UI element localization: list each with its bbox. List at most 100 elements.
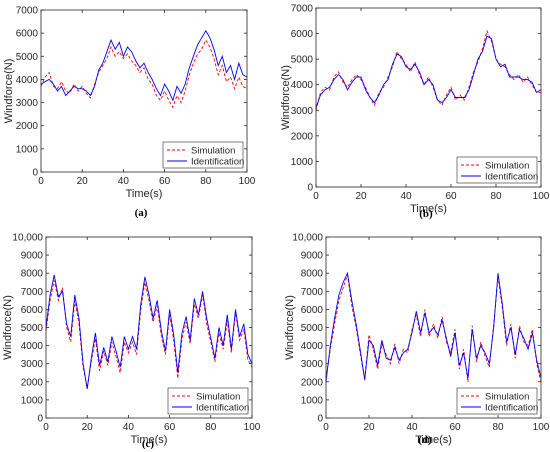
chart-panel-3: 0 20 40 60 80 1000100020003000400050006000700… xyxy=(2,233,261,451)
y-tick-label: 3000 xyxy=(16,98,39,109)
y-tick-label: 4000 xyxy=(21,341,44,352)
y-tick-label: 2000 xyxy=(301,377,324,388)
y-tick-label: 9000 xyxy=(21,251,44,262)
panel-caption: (b) xyxy=(419,208,433,220)
y-tick-label: 9000 xyxy=(301,251,324,262)
series-line-identification xyxy=(325,271,542,382)
y-axis-label: Windforce(N) xyxy=(3,59,15,124)
panel-caption: (a) xyxy=(135,207,148,219)
x-tick-label: 100 xyxy=(239,176,256,187)
legend-label-simulation: Simulation xyxy=(191,146,235,157)
x-tick-label: 20 xyxy=(82,422,94,433)
y-tick-label: 4000 xyxy=(291,80,314,91)
x-tick-label: 60 xyxy=(159,176,171,187)
y-tick-label: 0 xyxy=(317,414,323,425)
series-line-identification xyxy=(315,35,542,108)
legend-label-simulation: Simulation xyxy=(485,392,529,403)
x-tick-label: 40 xyxy=(118,176,130,187)
y-tick-label: 1000 xyxy=(21,395,44,406)
x-tick-label: 40 xyxy=(400,191,412,202)
y-tick-label: 0 xyxy=(37,414,43,425)
y-tick-label: 7000 xyxy=(301,287,324,298)
x-tick-label: 0 xyxy=(38,176,44,187)
y-tick-label: 5000 xyxy=(301,323,324,334)
panel-caption: (d) xyxy=(418,434,432,446)
y-tick-label: 0 xyxy=(32,168,38,179)
y-tick-label: 0 xyxy=(307,183,313,194)
legend-label-identification: Identification xyxy=(196,403,249,414)
x-tick-label: 80 xyxy=(492,422,504,433)
x-tick-label: 40 xyxy=(406,422,418,433)
x-tick-label: 0 xyxy=(323,422,329,433)
x-tick-label: 20 xyxy=(77,176,89,187)
legend-box xyxy=(167,387,249,415)
x-tick-label: 100 xyxy=(533,422,550,433)
legend-label-simulation: Simulation xyxy=(485,161,529,172)
x-tick-label: 40 xyxy=(123,422,135,433)
y-tick-label: 1000 xyxy=(301,395,324,406)
y-tick-label: 2000 xyxy=(291,131,314,142)
x-axis-label: Time(s) xyxy=(131,434,168,446)
legend-box xyxy=(456,156,538,184)
x-tick-label: 60 xyxy=(445,191,457,202)
y-tick-label: 4000 xyxy=(16,75,39,86)
x-tick-label: 100 xyxy=(244,422,261,433)
legend-label-identification: Identification xyxy=(191,157,244,168)
x-tick-label: 80 xyxy=(490,191,502,202)
y-tick-label: 3000 xyxy=(291,106,314,117)
legend-box xyxy=(456,387,538,415)
x-tick-label: 0 xyxy=(43,422,49,433)
y-tick-label: 10,000 xyxy=(292,233,323,244)
series-line-identification xyxy=(45,274,253,390)
y-axis-label: Windforce(N) xyxy=(280,65,292,130)
series-line-simulation xyxy=(315,29,541,111)
y-tick-label: 5000 xyxy=(16,52,39,63)
x-tick-label: 80 xyxy=(200,176,212,187)
panel-caption: (c) xyxy=(142,438,155,450)
x-axis-label: Time(s) xyxy=(410,203,447,215)
x-tick-label: 0 xyxy=(313,191,319,202)
legend-label-simulation: Simulation xyxy=(196,392,240,403)
x-axis-label: Time(s) xyxy=(415,434,452,446)
y-tick-label: 8000 xyxy=(301,269,324,280)
x-tick-label: 100 xyxy=(533,191,550,202)
x-tick-label: 20 xyxy=(355,191,367,202)
legend-box xyxy=(162,141,244,169)
y-tick-label: 6000 xyxy=(16,29,39,40)
x-tick-label: 60 xyxy=(164,422,176,433)
y-tick-label: 5000 xyxy=(291,55,314,66)
x-axis-label: Time(s) xyxy=(126,188,163,200)
x-tick-label: 60 xyxy=(449,422,461,433)
y-tick-label: 3000 xyxy=(21,359,44,370)
y-tick-label: 7000 xyxy=(291,4,314,15)
y-tick-label: 7000 xyxy=(16,6,39,17)
series-line-identification xyxy=(40,29,248,102)
axes-frame xyxy=(40,9,248,173)
y-tick-label: 2000 xyxy=(21,377,44,388)
y-tick-label: 1000 xyxy=(291,157,314,168)
y-tick-label: 10,000 xyxy=(12,233,43,244)
x-tick-label: 20 xyxy=(363,422,375,433)
chart-panel-2: 0 20 40 60 80 1000100020003000400050006000700… xyxy=(280,4,550,221)
y-tick-label: 7000 xyxy=(21,287,44,298)
y-tick-label: 3000 xyxy=(301,359,324,370)
x-tick-label: 80 xyxy=(205,422,217,433)
axes-frame xyxy=(315,7,542,188)
y-tick-label: 4000 xyxy=(301,341,324,352)
y-tick-label: 2000 xyxy=(16,121,39,132)
y-axis-label: Windforce(N) xyxy=(284,295,296,360)
chart-panel-1: 0 20 40 60 80 1000100020003000400050006000700… xyxy=(3,6,256,220)
y-tick-label: 8000 xyxy=(21,269,44,280)
y-tick-label: 6000 xyxy=(291,29,314,40)
y-tick-label: 5000 xyxy=(21,323,44,334)
y-tick-label: 1000 xyxy=(16,144,39,155)
y-tick-label: 6000 xyxy=(301,305,324,316)
legend-label-identification: Identification xyxy=(485,403,538,414)
series-line-simulation xyxy=(40,39,248,109)
y-tick-label: 6000 xyxy=(21,305,44,316)
